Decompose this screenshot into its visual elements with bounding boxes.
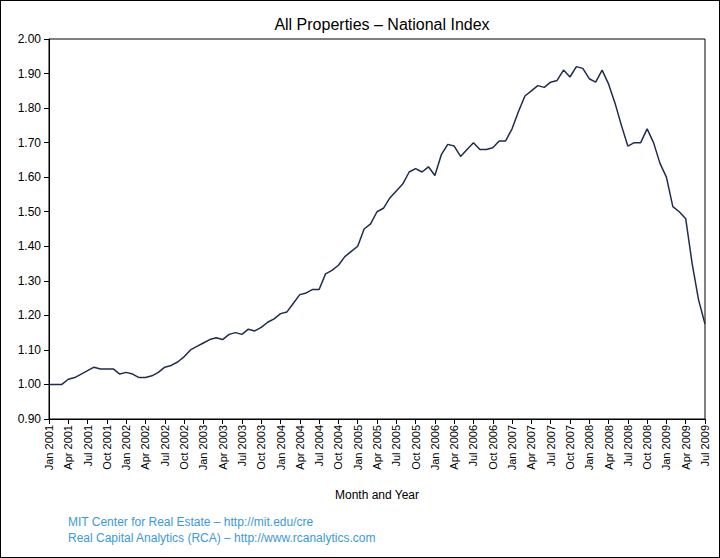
svg-text:Oct 2006: Oct 2006	[487, 425, 499, 470]
svg-text:Oct 2001: Oct 2001	[101, 425, 113, 470]
svg-text:All Properties – National Inde: All Properties – National Index	[274, 16, 489, 33]
svg-text:Apr 2002: Apr 2002	[139, 425, 151, 470]
svg-text:1.50: 1.50	[18, 205, 42, 219]
svg-text:Jul 2007: Jul 2007	[545, 425, 557, 467]
svg-text:Jul 2009: Jul 2009	[699, 425, 711, 467]
svg-text:Jan 2003: Jan 2003	[197, 425, 209, 470]
svg-text:1.40: 1.40	[18, 239, 42, 253]
svg-text:Jan 2006: Jan 2006	[429, 425, 441, 470]
svg-text:Jul 2001: Jul 2001	[82, 425, 94, 467]
svg-text:1.90: 1.90	[18, 67, 42, 81]
svg-text:Oct 2004: Oct 2004	[332, 425, 344, 470]
svg-text:Apr 2007: Apr 2007	[525, 425, 537, 470]
svg-text:Apr 2009: Apr 2009	[680, 425, 692, 470]
svg-text:Jul 2005: Jul 2005	[390, 425, 402, 467]
svg-text:Oct 2002: Oct 2002	[178, 425, 190, 470]
svg-text:Apr 2003: Apr 2003	[217, 425, 229, 470]
svg-text:1.10: 1.10	[18, 343, 42, 357]
svg-text:Real Capital Analytics (RCA) –: Real Capital Analytics (RCA) – http://ww…	[68, 531, 375, 545]
svg-text:Jul 2003: Jul 2003	[236, 425, 248, 467]
svg-text:Jan 2007: Jan 2007	[506, 425, 518, 470]
svg-text:Month and Year: Month and Year	[335, 488, 419, 502]
svg-text:Apr 2004: Apr 2004	[294, 425, 306, 470]
svg-text:1.60: 1.60	[18, 170, 42, 184]
svg-text:Oct 2005: Oct 2005	[410, 425, 422, 470]
svg-text:1.70: 1.70	[18, 136, 42, 150]
svg-text:Jul 2002: Jul 2002	[159, 425, 171, 467]
svg-text:Jul 2006: Jul 2006	[467, 425, 479, 467]
svg-text:Jan 2008: Jan 2008	[583, 425, 595, 470]
svg-text:Jan 2005: Jan 2005	[352, 425, 364, 470]
svg-text:Jul 2004: Jul 2004	[313, 425, 325, 467]
svg-text:1.00: 1.00	[18, 377, 42, 391]
svg-text:Oct 2008: Oct 2008	[641, 425, 653, 470]
svg-text:Jan 2002: Jan 2002	[120, 425, 132, 470]
svg-text:0.90: 0.90	[18, 412, 42, 426]
svg-text:Apr 2006: Apr 2006	[448, 425, 460, 470]
svg-text:Jan 2004: Jan 2004	[275, 425, 287, 470]
svg-text:1.30: 1.30	[18, 274, 42, 288]
svg-text:Apr 2005: Apr 2005	[371, 425, 383, 470]
svg-text:Oct 2003: Oct 2003	[255, 425, 267, 470]
svg-text:Oct 2007: Oct 2007	[564, 425, 576, 470]
svg-text:Jan 2009: Jan 2009	[660, 425, 672, 470]
svg-text:MIT Center for Real Estate – h: MIT Center for Real Estate – http://mit.…	[68, 515, 314, 529]
svg-text:Apr 2001: Apr 2001	[62, 425, 74, 470]
svg-text:1.80: 1.80	[18, 101, 42, 115]
svg-text:1.20: 1.20	[18, 308, 42, 322]
svg-text:2.00: 2.00	[18, 32, 42, 46]
svg-text:Jul 2008: Jul 2008	[622, 425, 634, 467]
svg-text:Jan 2001: Jan 2001	[43, 425, 55, 470]
svg-text:Apr 2008: Apr 2008	[603, 425, 615, 470]
